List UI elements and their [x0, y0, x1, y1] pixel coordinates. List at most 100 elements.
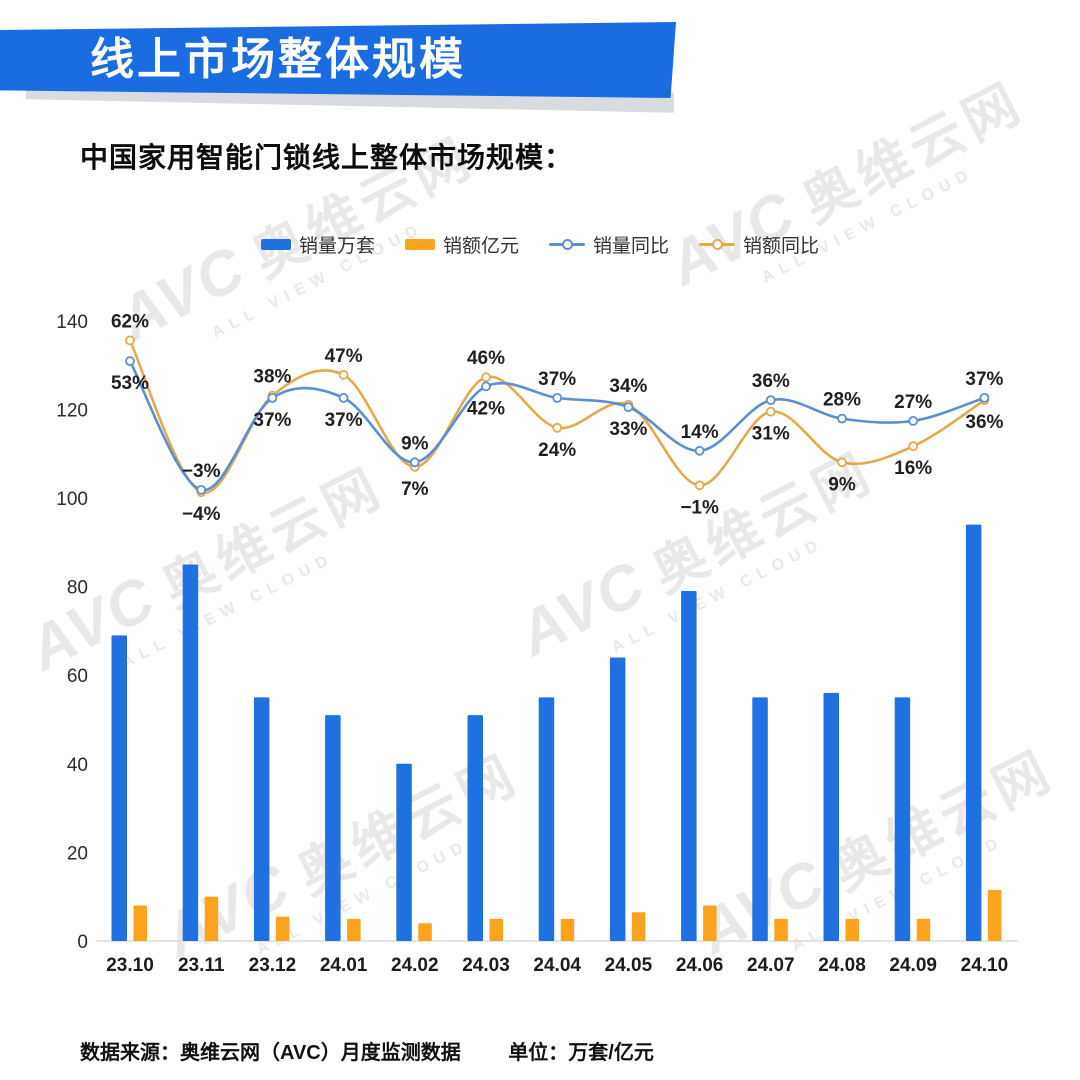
bar-sales-volume [253, 697, 270, 941]
bar-sales-value [916, 918, 931, 941]
legend-item-2: 销量同比 [549, 231, 669, 258]
pct-label: 42% [467, 398, 505, 419]
pct-label: 16% [894, 458, 932, 479]
pct-label: 9% [828, 474, 856, 495]
line-marker [338, 369, 349, 380]
legend-bar-swatch [404, 239, 435, 250]
bar-sales-value [845, 918, 859, 941]
bar-sales-value [204, 896, 219, 941]
y-axis-tick: 0 [77, 932, 88, 953]
bar-sales-value [631, 912, 646, 941]
line-marker [481, 372, 491, 383]
bar-sales-volume [467, 715, 483, 941]
line-marker [979, 392, 990, 403]
line-marker [837, 413, 847, 424]
legend-bar-swatch [260, 239, 291, 250]
legend-item-1: 销额亿元 [404, 231, 519, 258]
y-axis-tick: 100 [56, 489, 88, 510]
pct-label: 14% [681, 422, 719, 443]
pct-label: 34% [609, 376, 647, 397]
bar-sales-value [774, 918, 788, 941]
chart-legend: 销量万套 销额亿元 销量同比 销额同比 [0, 231, 1080, 258]
x-axis-label: 23.11 [178, 955, 225, 976]
line-marker [125, 356, 135, 367]
pct-label: −3% [182, 461, 221, 482]
bar-sales-volume [111, 635, 127, 941]
chart-subtitle: 中国家用智能门锁线上整体市场规模： [80, 142, 574, 173]
x-axis-label: 24.02 [391, 955, 439, 976]
line-marker [125, 335, 135, 346]
x-axis-label: 24.10 [961, 955, 1009, 976]
pct-label: 36% [752, 371, 790, 392]
bar-sales-value [418, 923, 432, 941]
pct-label: 37% [965, 369, 1003, 390]
pct-label: −1% [680, 497, 719, 518]
bar-sales-volume [538, 697, 555, 941]
bar-sales-value [987, 890, 1002, 941]
line-marker [765, 395, 776, 406]
x-axis-label: 23.12 [249, 955, 297, 976]
pct-label: 28% [823, 390, 861, 411]
y-axis-tick: 40 [67, 755, 88, 776]
pct-label: 24% [538, 440, 576, 461]
line-marker [552, 422, 563, 433]
line-marker [765, 406, 776, 417]
line-marker [338, 392, 349, 403]
x-axis-label: 24.07 [747, 955, 795, 976]
pct-label: 36% [965, 412, 1003, 433]
legend-line-swatch [549, 239, 585, 250]
pct-label: 62% [111, 311, 149, 332]
pct-label: 37% [253, 410, 291, 431]
bar-sales-value [133, 905, 147, 941]
bar-sales-volume [894, 697, 911, 941]
bar-sales-value [489, 918, 503, 941]
pct-label: 37% [538, 369, 576, 390]
line-marker [481, 381, 491, 392]
legend-line-swatch [699, 239, 736, 250]
legend-item-0: 销量万套 [260, 231, 375, 258]
x-axis-label: 24.03 [462, 955, 510, 976]
page-title-banner: 线上市场整体规模 [0, 22, 676, 98]
line-marker [623, 402, 634, 413]
pct-label: 37% [325, 410, 363, 431]
pct-label: 9% [401, 433, 429, 454]
line-marker [552, 392, 563, 403]
y-axis-tick: 60 [67, 666, 88, 687]
bar-sales-value [275, 916, 290, 941]
legend-label: 销额同比 [743, 236, 820, 257]
x-axis-label: 24.05 [605, 955, 653, 976]
legend-label: 销量同比 [593, 236, 670, 257]
pct-label: 33% [609, 419, 647, 440]
pct-label: 47% [325, 346, 363, 367]
unit-label: 单位：万套/亿元 [508, 1042, 654, 1064]
bar-sales-volume [182, 564, 199, 941]
x-axis-label: 24.09 [889, 955, 937, 976]
line-marker [908, 415, 919, 426]
line-marker [196, 484, 207, 495]
x-axis-label: 24.04 [533, 955, 581, 976]
x-axis-label: 24.06 [676, 955, 724, 976]
bar-sales-volume [325, 715, 341, 941]
x-axis-label: 24.01 [320, 955, 368, 976]
bar-sales-value [703, 905, 717, 941]
pct-label: 7% [401, 479, 429, 500]
x-axis-label: 23.10 [106, 955, 154, 976]
line-volume-yoy [128, 360, 985, 492]
bar-sales-volume [681, 591, 697, 941]
line-marker [694, 480, 705, 491]
y-axis-tick: 20 [67, 843, 88, 864]
pct-label: 46% [467, 348, 505, 369]
legend-label: 销额亿元 [442, 236, 519, 257]
bar-sales-volume [823, 692, 839, 941]
bar-sales-volume [396, 763, 412, 941]
x-axis-label: 24.08 [818, 955, 866, 976]
y-axis-tick: 140 [56, 312, 88, 333]
line-marker [409, 457, 420, 468]
pct-label: 31% [752, 424, 790, 445]
data-source: 数据来源：奥维云网（AVC）月度监测数据 [80, 1042, 461, 1064]
legend-item-3: 销额同比 [699, 231, 819, 258]
line-marker [837, 457, 847, 468]
y-axis-tick: 80 [67, 578, 88, 599]
line-marker [267, 392, 278, 403]
